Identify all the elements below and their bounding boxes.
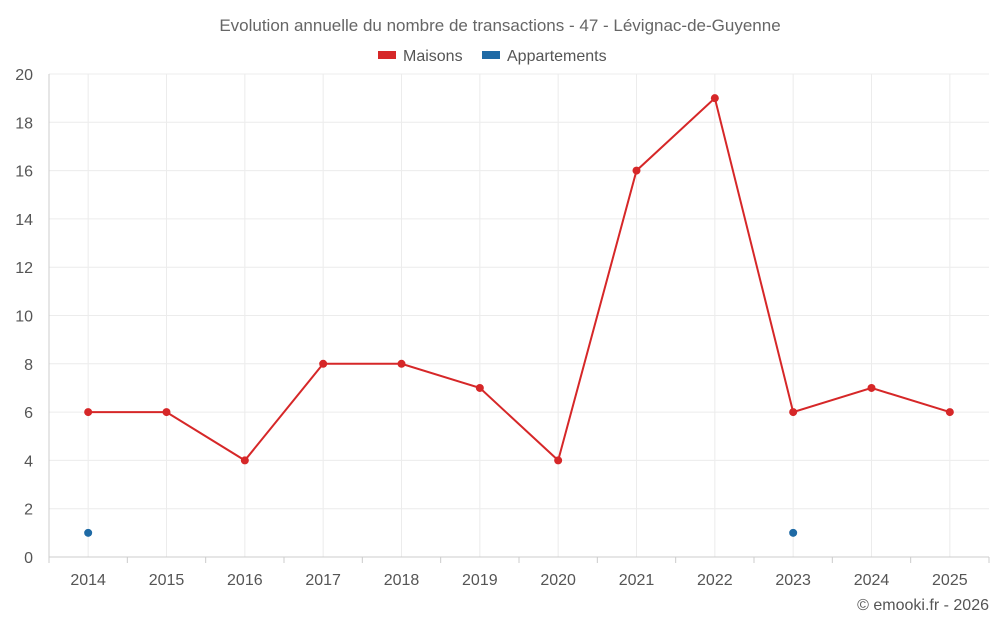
series-layer [84, 94, 954, 537]
legend-swatch-appartements [482, 51, 500, 59]
series-maisons [84, 94, 954, 465]
data-point-maisons[interactable] [945, 408, 954, 417]
legend: Maisons Appartements [378, 48, 607, 65]
data-point-maisons[interactable] [632, 166, 641, 175]
x-tick-label: 2019 [462, 572, 498, 589]
x-tick-label: 2016 [227, 572, 263, 589]
y-tick-label: 20 [15, 67, 33, 84]
grid [48, 73, 989, 558]
credit-text: © emooki.fr - 2026 [857, 597, 989, 614]
data-point-maisons[interactable] [789, 408, 798, 417]
legend-label-maisons[interactable]: Maisons [403, 48, 463, 65]
series-line-maisons [88, 96, 951, 463]
data-point-appartements[interactable] [84, 528, 93, 537]
y-tick-label: 10 [15, 309, 33, 326]
data-point-maisons[interactable] [475, 383, 484, 392]
legend-label-appartements[interactable]: Appartements [507, 48, 607, 65]
x-tick-label: 2023 [775, 572, 811, 589]
y-tick-label: 12 [15, 260, 33, 277]
series-appartements [84, 528, 798, 537]
x-axis-ticks: 2014 2015 2016 2017 2018 2019 2020 2021 2022 2023… [48, 557, 990, 589]
y-tick-label: 8 [24, 357, 33, 374]
y-axis-ticks: 0 2 4 6 8 10 12 14 16 18 20 [15, 67, 33, 567]
x-tick-label: 2017 [305, 572, 341, 589]
x-tick-label: 2020 [540, 572, 576, 589]
data-point-appartements[interactable] [789, 528, 798, 537]
x-tick-label: 2021 [619, 572, 655, 589]
y-tick-label: 14 [15, 212, 33, 229]
data-point-maisons[interactable] [162, 408, 171, 417]
legend-swatch-maisons [378, 51, 396, 59]
y-tick-label: 2 [24, 502, 33, 519]
data-point-maisons[interactable] [240, 456, 249, 465]
y-tick-label: 18 [15, 115, 33, 132]
y-tick-label: 4 [24, 453, 33, 470]
x-tick-label: 2014 [70, 572, 106, 589]
data-point-maisons[interactable] [710, 94, 719, 103]
x-tick-label: 2025 [932, 572, 968, 589]
y-tick-label: 16 [15, 164, 33, 181]
x-tick-label: 2015 [149, 572, 185, 589]
x-tick-label: 2018 [384, 572, 420, 589]
data-point-maisons[interactable] [554, 456, 563, 465]
data-point-maisons[interactable] [319, 359, 328, 368]
y-tick-label: 0 [24, 550, 33, 567]
x-tick-label: 2024 [854, 572, 890, 589]
data-point-maisons[interactable] [867, 383, 876, 392]
y-tick-label: 6 [24, 405, 33, 422]
chart-title: Evolution annuelle du nombre de transact… [219, 16, 780, 35]
data-point-maisons[interactable] [84, 408, 93, 417]
x-tick-label: 2022 [697, 572, 733, 589]
data-point-maisons[interactable] [397, 359, 406, 368]
